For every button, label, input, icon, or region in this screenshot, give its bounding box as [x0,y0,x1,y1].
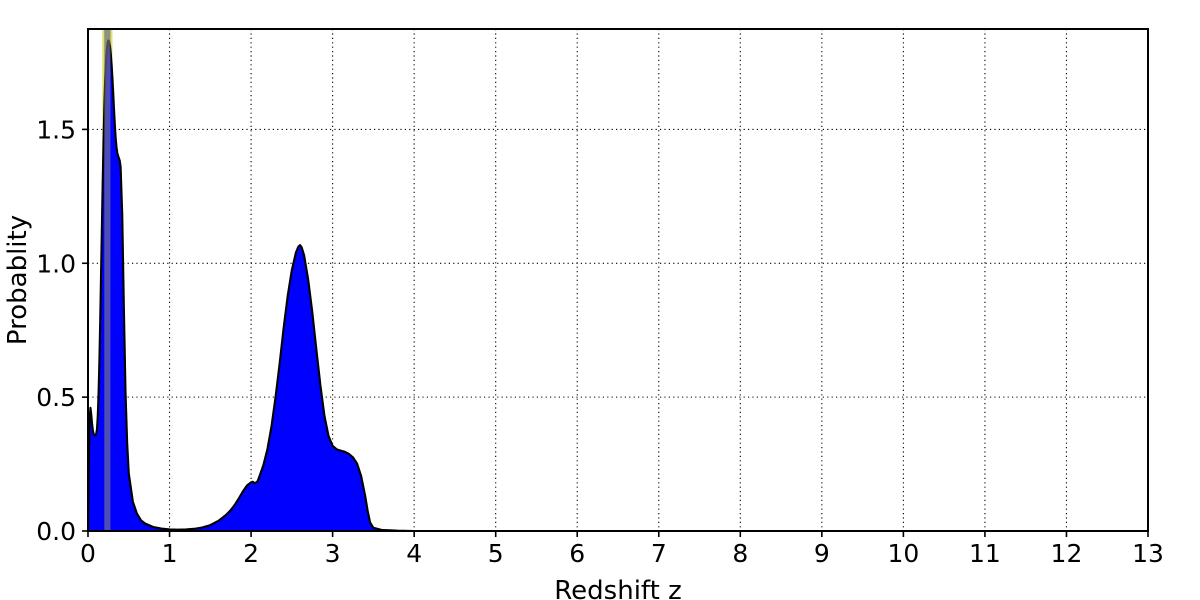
x-tick-label: 4 [406,539,422,568]
specz-band-overlay [104,29,111,531]
axis-ticks [82,128,1149,537]
x-tick-label: 0 [80,539,96,568]
x-axis-title: Redshift z [554,576,681,600]
grid-lines [88,29,1148,531]
x-tick-label: 6 [569,539,585,568]
x-tick-label: 5 [488,539,504,568]
axes-frame [87,28,1149,532]
axes-background [88,29,1148,531]
y-tick-label: 0.0 [36,517,76,546]
y-axis-tick-labels: 0.0 0.5 1.0 1.5 [36,115,76,546]
x-tick-label: 10 [887,539,919,568]
y-axis-title: Probablity [3,215,33,345]
y-tick-label: 1.0 [36,249,76,278]
plot-frame [87,28,1149,532]
y-tick-label: 1.5 [36,115,76,144]
x-tick-label: 2 [243,539,259,568]
y-tick-label: 0.5 [36,383,76,412]
series-fill [88,40,1148,531]
x-tick-label: 3 [325,539,341,568]
series-outline [86,39,1150,533]
x-tick-label: 8 [732,539,748,568]
x-tick-label: 7 [651,539,667,568]
x-tick-label: 9 [814,539,830,568]
x-axis-tick-labels: 0 1 2 3 4 5 6 7 8 9 10 11 12 13 [80,539,1164,568]
data-series-area [86,29,1150,533]
x-tick-label: 1 [162,539,178,568]
x-tick-label: 13 [1132,539,1164,568]
x-tick-label: 12 [1051,539,1083,568]
x-tick-label: 11 [969,539,1001,568]
